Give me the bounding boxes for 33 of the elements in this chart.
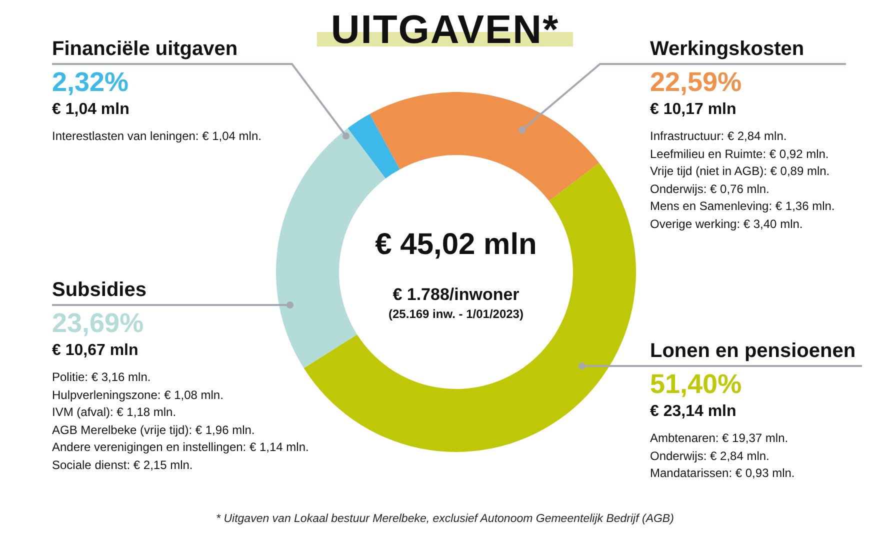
text: Infrastructuur: € 2,84 mln.	[650, 129, 787, 143]
text: AGB Merelbeke (vrije tijd): € 1,96 mln.	[52, 422, 255, 436]
data-label: 23,69%	[52, 307, 145, 339]
text: Interestlasten van leningen: € 1,04 mln.	[52, 129, 262, 143]
text: € 23,14 mln	[650, 403, 736, 420]
slice-label: Financiële uitgaven	[52, 37, 239, 62]
text: € 10,67 mln	[52, 342, 138, 359]
text: € 1.788/inwoner	[392, 285, 520, 305]
text: Ambtenaren: € 19,37 mln.	[650, 431, 788, 445]
text: Overige werking: € 3,40 mln.	[650, 216, 803, 230]
text: € 1,04 mln	[52, 101, 130, 118]
text: (25.169 inw. - 1/01/2023)	[388, 307, 524, 321]
slice-label: Subsidies	[52, 278, 148, 303]
text: Mandatarissen: € 0,93 mln.	[650, 466, 795, 480]
slice-label: Lonen en pensioenen	[650, 339, 857, 364]
text: € 45,02 mln	[374, 228, 538, 262]
text: Politie: € 3,16 mln.	[52, 370, 151, 384]
text: Hulpverleningszone: € 1,08 mln.	[52, 388, 224, 402]
text: Onderwijs: € 2,84 mln.	[650, 448, 770, 462]
text: Andere verenigingen en instellingen: € 1,14 mln.	[52, 440, 309, 454]
text: Vrije tijd (niet in AGB): € 0,89 mln.	[650, 164, 830, 178]
text: Leefmilieu en Ruimte: € 0,92 mln.	[650, 146, 829, 160]
slice-label: Werkingskosten	[650, 37, 806, 62]
chart-title: UITGAVEN*	[316, 8, 574, 52]
text: € 10,17 mln	[650, 101, 736, 118]
text: IVM (afval): € 1,18 mln.	[52, 405, 176, 419]
text: Sociale dienst: € 2,15 mln.	[52, 458, 193, 472]
text: Onderwijs: € 0,76 mln.	[650, 182, 770, 196]
text: * Uitgaven van Lokaal bestuur Merelbeke, exclusief Autonoom Gemeentelijk Bedrijf (AGB)	[215, 513, 675, 525]
data-label: 22,59%	[650, 66, 743, 98]
data-label: 51,40%	[650, 368, 743, 400]
data-label: 2,32%	[52, 66, 130, 98]
text: Mens en Samenleving: € 1,36 mln.	[650, 199, 835, 213]
